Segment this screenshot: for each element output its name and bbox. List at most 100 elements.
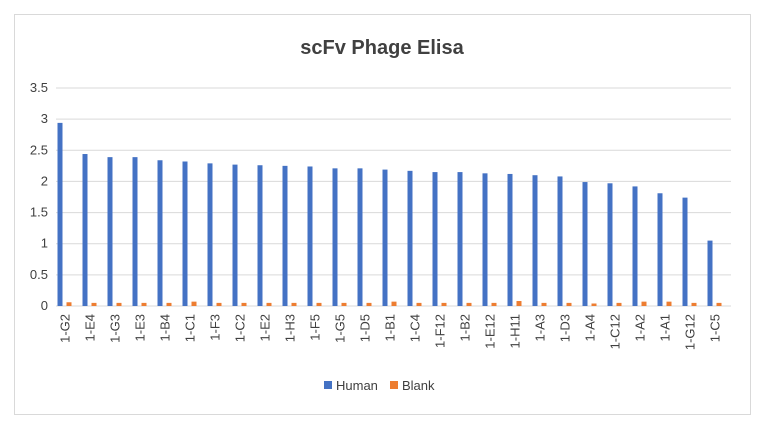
x-tick-label: 1-H11 — [508, 314, 523, 348]
x-tick-label: 1-G5 — [333, 314, 348, 343]
y-tick-label: 1.5 — [30, 205, 48, 220]
x-tick-label: 1-E2 — [258, 314, 273, 341]
bar-blank-1-e4 — [91, 302, 97, 306]
bar-human-1-h3 — [282, 165, 288, 306]
x-tick-label: 1-B1 — [383, 314, 398, 341]
y-tick-label: 2 — [41, 173, 48, 188]
x-tick-label: 1-C5 — [708, 314, 723, 342]
x-tick-label: 1-D5 — [358, 314, 373, 342]
bar-blank-1-a3 — [541, 302, 547, 306]
bar-human-1-d5 — [357, 168, 363, 306]
chart-title: scFv Phage Elisa — [300, 37, 464, 59]
bar-human-1-c5 — [707, 240, 713, 306]
bar-blank-1-f5 — [316, 302, 322, 306]
bar-blank-1-c2 — [241, 302, 247, 306]
bar-blank-1-a1 — [666, 301, 672, 306]
bar-blank-1-e12 — [491, 302, 497, 306]
x-tick-label: 1-E4 — [83, 314, 98, 341]
bar-human-1-e2 — [257, 165, 263, 306]
bar-human-1-c12 — [607, 183, 613, 306]
legend-label-blank: Blank — [402, 378, 435, 393]
x-tick-label: 1-A2 — [633, 314, 648, 341]
y-axis-ticks: 0 0.5 1 1.5 2 2.5 3 3.5 — [30, 80, 48, 313]
x-tick-label: 1-F3 — [208, 314, 223, 341]
bar-human-1-f5 — [307, 166, 313, 306]
y-tick-label: 2.5 — [30, 142, 48, 157]
bar-blank-1-c1 — [191, 301, 197, 306]
bar-human-1-d3 — [557, 176, 563, 306]
bar-human-1-e4 — [82, 154, 88, 306]
bar-blank-1-f3 — [216, 302, 222, 306]
bar-human-1-g12 — [682, 197, 688, 306]
x-tick-label: 1-B4 — [158, 314, 173, 341]
bar-blank-1-g12 — [691, 302, 697, 306]
legend-label-human: Human — [336, 378, 378, 393]
x-axis-ticks: 1-G2 1-E4 1-G3 1-E3 1-B4 1-C1 1-F3 1-C2 1-E2 1-H3… — [58, 314, 723, 350]
bar-blank-1-f12 — [441, 302, 447, 306]
bar-human-1-c2 — [232, 164, 238, 306]
x-tick-label: 1-C12 — [608, 314, 623, 349]
legend: Human Blank — [324, 378, 435, 393]
gridlines — [56, 87, 731, 307]
bar-blank-1-d5 — [366, 302, 372, 306]
bar-blank-1-g5 — [341, 302, 347, 306]
bar-human-1-f3 — [207, 163, 213, 306]
x-tick-label: 1-G12 — [683, 314, 698, 350]
y-tick-label: 0.5 — [30, 267, 48, 282]
bar-human-1-c1 — [182, 161, 188, 306]
bar-blank-1-a2 — [641, 301, 647, 306]
x-tick-label: 1-A1 — [658, 314, 673, 341]
bar-human-1-f12 — [432, 172, 438, 306]
bar-human-1-a1 — [657, 193, 663, 306]
bars — [57, 122, 722, 306]
x-tick-label: 1-G3 — [108, 314, 123, 343]
x-tick-label: 1-C2 — [233, 314, 248, 342]
bar-human-1-g2 — [57, 122, 63, 306]
x-tick-label: 1-A4 — [583, 314, 598, 341]
bar-blank-1-c4 — [416, 302, 422, 306]
bar-blank-1-c12 — [616, 302, 622, 306]
bar-blank-1-g2 — [66, 302, 72, 306]
bar-blank-1-h11 — [516, 301, 522, 306]
x-tick-label: 1-G2 — [58, 314, 73, 343]
bar-human-1-a2 — [632, 186, 638, 306]
bar-blank-1-c5 — [716, 302, 722, 306]
bar-human-1-b1 — [382, 169, 388, 306]
legend-swatch-blank — [390, 381, 398, 389]
y-tick-label: 3 — [41, 111, 48, 126]
bar-human-1-b2 — [457, 172, 463, 306]
y-tick-label: 1 — [41, 236, 48, 251]
bar-blank-1-b2 — [466, 302, 472, 306]
bar-human-1-a3 — [532, 175, 538, 306]
x-tick-label: 1-C1 — [183, 314, 198, 342]
bar-human-1-e3 — [132, 157, 138, 306]
bar-blank-1-h3 — [291, 302, 297, 306]
bar-human-1-e12 — [482, 173, 488, 306]
x-tick-label: 1-D3 — [558, 314, 573, 342]
bar-human-1-b4 — [157, 160, 163, 306]
x-tick-label: 1-A3 — [533, 314, 548, 341]
bar-blank-1-a4 — [591, 303, 597, 306]
bar-blank-1-g3 — [116, 302, 122, 306]
bar-human-1-c4 — [407, 170, 413, 306]
bar-human-1-h11 — [507, 173, 513, 306]
y-tick-label: 0 — [41, 298, 48, 313]
bar-blank-1-b1 — [391, 301, 397, 306]
y-tick-label: 3.5 — [30, 80, 48, 95]
x-tick-label: 1-E12 — [483, 314, 498, 349]
bar-blank-1-d3 — [566, 302, 572, 306]
bar-human-1-g3 — [107, 157, 113, 306]
legend-swatch-human — [324, 381, 332, 389]
bar-blank-1-e3 — [141, 302, 147, 306]
x-tick-label: 1-F5 — [308, 314, 323, 341]
bar-blank-1-e2 — [266, 302, 272, 306]
bar-human-1-a4 — [582, 182, 588, 306]
x-tick-label: 1-E3 — [133, 314, 148, 341]
bar-blank-1-b4 — [166, 302, 172, 306]
bar-human-1-g5 — [332, 168, 338, 306]
x-tick-label: 1-C4 — [408, 314, 423, 342]
x-tick-label: 1-H3 — [283, 314, 298, 342]
x-tick-label: 1-B2 — [458, 314, 473, 341]
x-tick-label: 1-F12 — [433, 314, 448, 348]
